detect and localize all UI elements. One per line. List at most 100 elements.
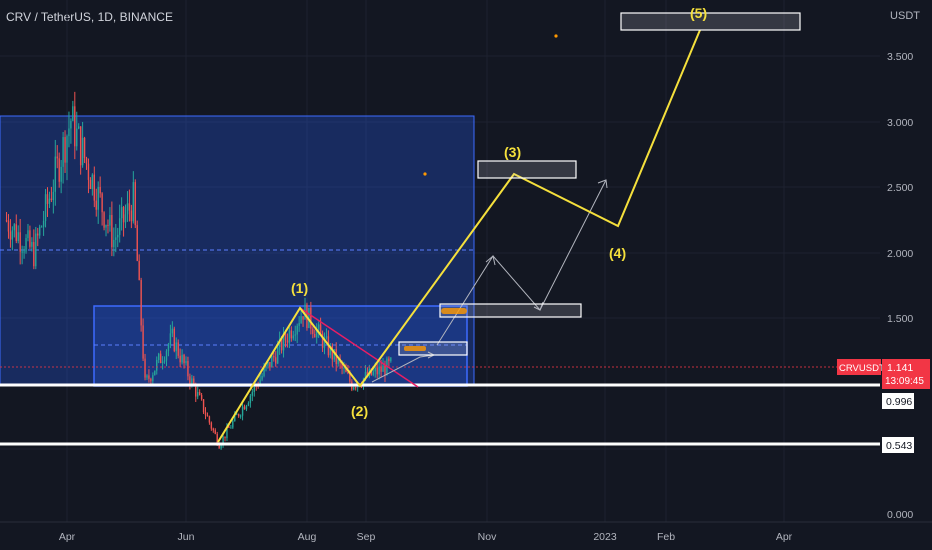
candle-body — [68, 128, 70, 137]
candle-body — [173, 328, 175, 352]
candle-body — [120, 207, 123, 219]
candle-body — [78, 126, 80, 129]
orange-mark-1 — [404, 346, 426, 351]
level-badge-2-text: 0.543 — [886, 440, 912, 452]
candle-body — [115, 237, 117, 240]
candle-body — [62, 137, 64, 167]
wave-labels: (1) (2) (3) (4) (5) — [291, 5, 707, 419]
candle-body — [331, 345, 334, 360]
candle-body — [317, 324, 320, 330]
candle-body — [189, 376, 191, 385]
current-price-badge — [882, 359, 930, 389]
time-tick: Feb — [657, 531, 675, 543]
candle-body — [15, 224, 17, 241]
currency-label: USDT — [890, 10, 920, 22]
candle-body — [163, 360, 166, 362]
candle-body — [171, 328, 174, 334]
wave-label-3: (3) — [504, 144, 521, 160]
price-tick: 3.500 — [887, 51, 913, 63]
candle-body — [325, 336, 328, 338]
candle-body — [175, 342, 177, 352]
candle-body — [329, 345, 332, 356]
candle-body — [319, 324, 322, 334]
candle-body — [323, 337, 326, 348]
candle-body — [206, 415, 209, 417]
target-boxes[interactable] — [398, 12, 801, 356]
candle-body — [38, 226, 41, 236]
candle-body — [384, 365, 386, 376]
candle-body — [50, 198, 53, 200]
candle-body — [288, 330, 291, 343]
candle-body — [103, 212, 105, 228]
candle-body — [126, 203, 129, 215]
time-tick: Sep — [357, 531, 376, 543]
candle-body — [64, 137, 66, 163]
candle-body — [202, 399, 205, 413]
inner-range-zone[interactable] — [93, 305, 468, 387]
candle-body — [296, 325, 298, 335]
candle-body — [134, 182, 136, 226]
candle-body — [187, 361, 189, 377]
level-badge-1-text: 0.996 — [886, 396, 912, 408]
wave-label-1: (1) — [291, 280, 308, 296]
candle-body — [269, 361, 271, 368]
candle-body — [7, 220, 10, 232]
candle-body — [230, 427, 232, 429]
candle-body — [109, 215, 111, 226]
candle-body — [177, 342, 179, 356]
candle-body — [156, 359, 158, 371]
candle-body — [364, 371, 367, 379]
candle-body — [165, 351, 168, 361]
candle-body — [179, 355, 181, 363]
candle-body — [161, 361, 164, 364]
candle-body — [52, 191, 55, 200]
time-tick: Jun — [178, 531, 195, 543]
candle-body — [93, 174, 96, 201]
candle-body — [193, 378, 195, 386]
candle-body — [169, 333, 172, 345]
time-axis[interactable]: Apr Jun Aug Sep Nov 2023 Feb Apr — [59, 531, 793, 543]
candle-body — [130, 210, 133, 222]
elliott-wave-path[interactable] — [217, 29, 701, 443]
candle-body — [224, 436, 226, 439]
big-range-zone[interactable] — [0, 115, 475, 387]
price-tick: 0.000 — [887, 509, 913, 521]
candle-body — [251, 392, 254, 396]
candle-body — [118, 218, 121, 235]
candle-body — [284, 333, 287, 341]
time-tick: 2023 — [593, 531, 617, 543]
candle-body — [37, 233, 39, 236]
orange-dot-1 — [423, 172, 427, 176]
candle-body — [107, 224, 109, 226]
candle-body — [197, 391, 199, 397]
candle-body — [345, 367, 347, 373]
candle-body — [27, 230, 29, 239]
candle-body — [310, 307, 312, 329]
time-tick: Apr — [776, 531, 793, 543]
candle-body — [239, 415, 242, 417]
grid — [0, 0, 880, 522]
candle-body — [79, 126, 82, 166]
candle-body — [314, 333, 316, 338]
candle-body — [249, 395, 252, 404]
price-axis[interactable]: 3.500 3.000 2.500 2.000 1.500 0.000 — [887, 51, 913, 521]
candle-body — [236, 414, 238, 416]
candle-body — [140, 280, 142, 326]
candle-body — [183, 354, 185, 364]
candle-body — [300, 316, 302, 324]
candle-body — [341, 362, 343, 369]
candle-body — [21, 251, 23, 253]
candle-body — [19, 232, 21, 252]
projection-arrows[interactable] — [371, 179, 608, 383]
candle-body — [216, 433, 218, 445]
bar-countdown: 13:09:45 — [885, 376, 924, 387]
candle-body — [70, 120, 72, 129]
candle-body — [117, 234, 119, 238]
candle-body — [204, 412, 207, 416]
candle-body — [200, 395, 203, 400]
counter-trend-line[interactable] — [299, 307, 419, 388]
candle-body — [302, 316, 304, 320]
candle-body — [276, 347, 279, 364]
candle-body — [44, 194, 47, 221]
